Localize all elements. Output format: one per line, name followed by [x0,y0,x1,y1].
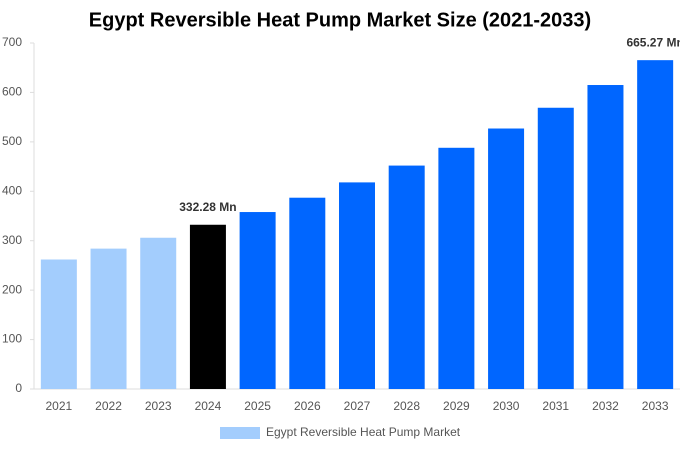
bar [488,128,525,390]
bar [40,259,77,389]
x-tick-label: 2021 [45,399,72,413]
bar [90,248,127,389]
x-tick-label: 2033 [642,399,669,413]
legend-swatch [220,427,260,439]
bar [587,85,624,389]
y-tick-label: 500 [2,134,22,148]
x-tick-label: 2031 [542,399,569,413]
y-tick-label: 0 [15,381,22,395]
bar [637,60,674,390]
x-tick-label: 2022 [95,399,122,413]
x-tick-label: 2026 [294,399,321,413]
legend-label: Egypt Reversible Heat Pump Market [266,425,461,439]
y-tick-label: 600 [2,85,22,99]
chart-title: Egypt Reversible Heat Pump Market Size (… [89,9,591,31]
x-tick-label: 2023 [145,399,172,413]
x-tick-label: 2030 [493,399,520,413]
bar [438,147,475,389]
bar [289,197,326,389]
x-tick-label: 2029 [443,399,470,413]
x-tick-label: 2025 [244,399,271,413]
value-label: 332.28 Mn [179,200,236,214]
x-tick-label: 2028 [393,399,420,413]
x-tick-label: 2027 [344,399,371,413]
x-tick-label: 2032 [592,399,619,413]
y-tick-label: 300 [2,233,22,247]
bar [239,212,276,389]
value-label: 665.27 Mn [626,35,680,49]
bar [388,165,425,389]
bar [140,237,177,389]
x-tick-label: 2024 [195,399,222,413]
bar [339,182,375,389]
y-tick-label: 400 [2,183,22,197]
bar [537,107,574,389]
y-tick-label: 700 [2,35,22,49]
y-tick-label: 100 [2,332,22,346]
y-tick-label: 200 [2,282,22,296]
bar [189,224,226,389]
